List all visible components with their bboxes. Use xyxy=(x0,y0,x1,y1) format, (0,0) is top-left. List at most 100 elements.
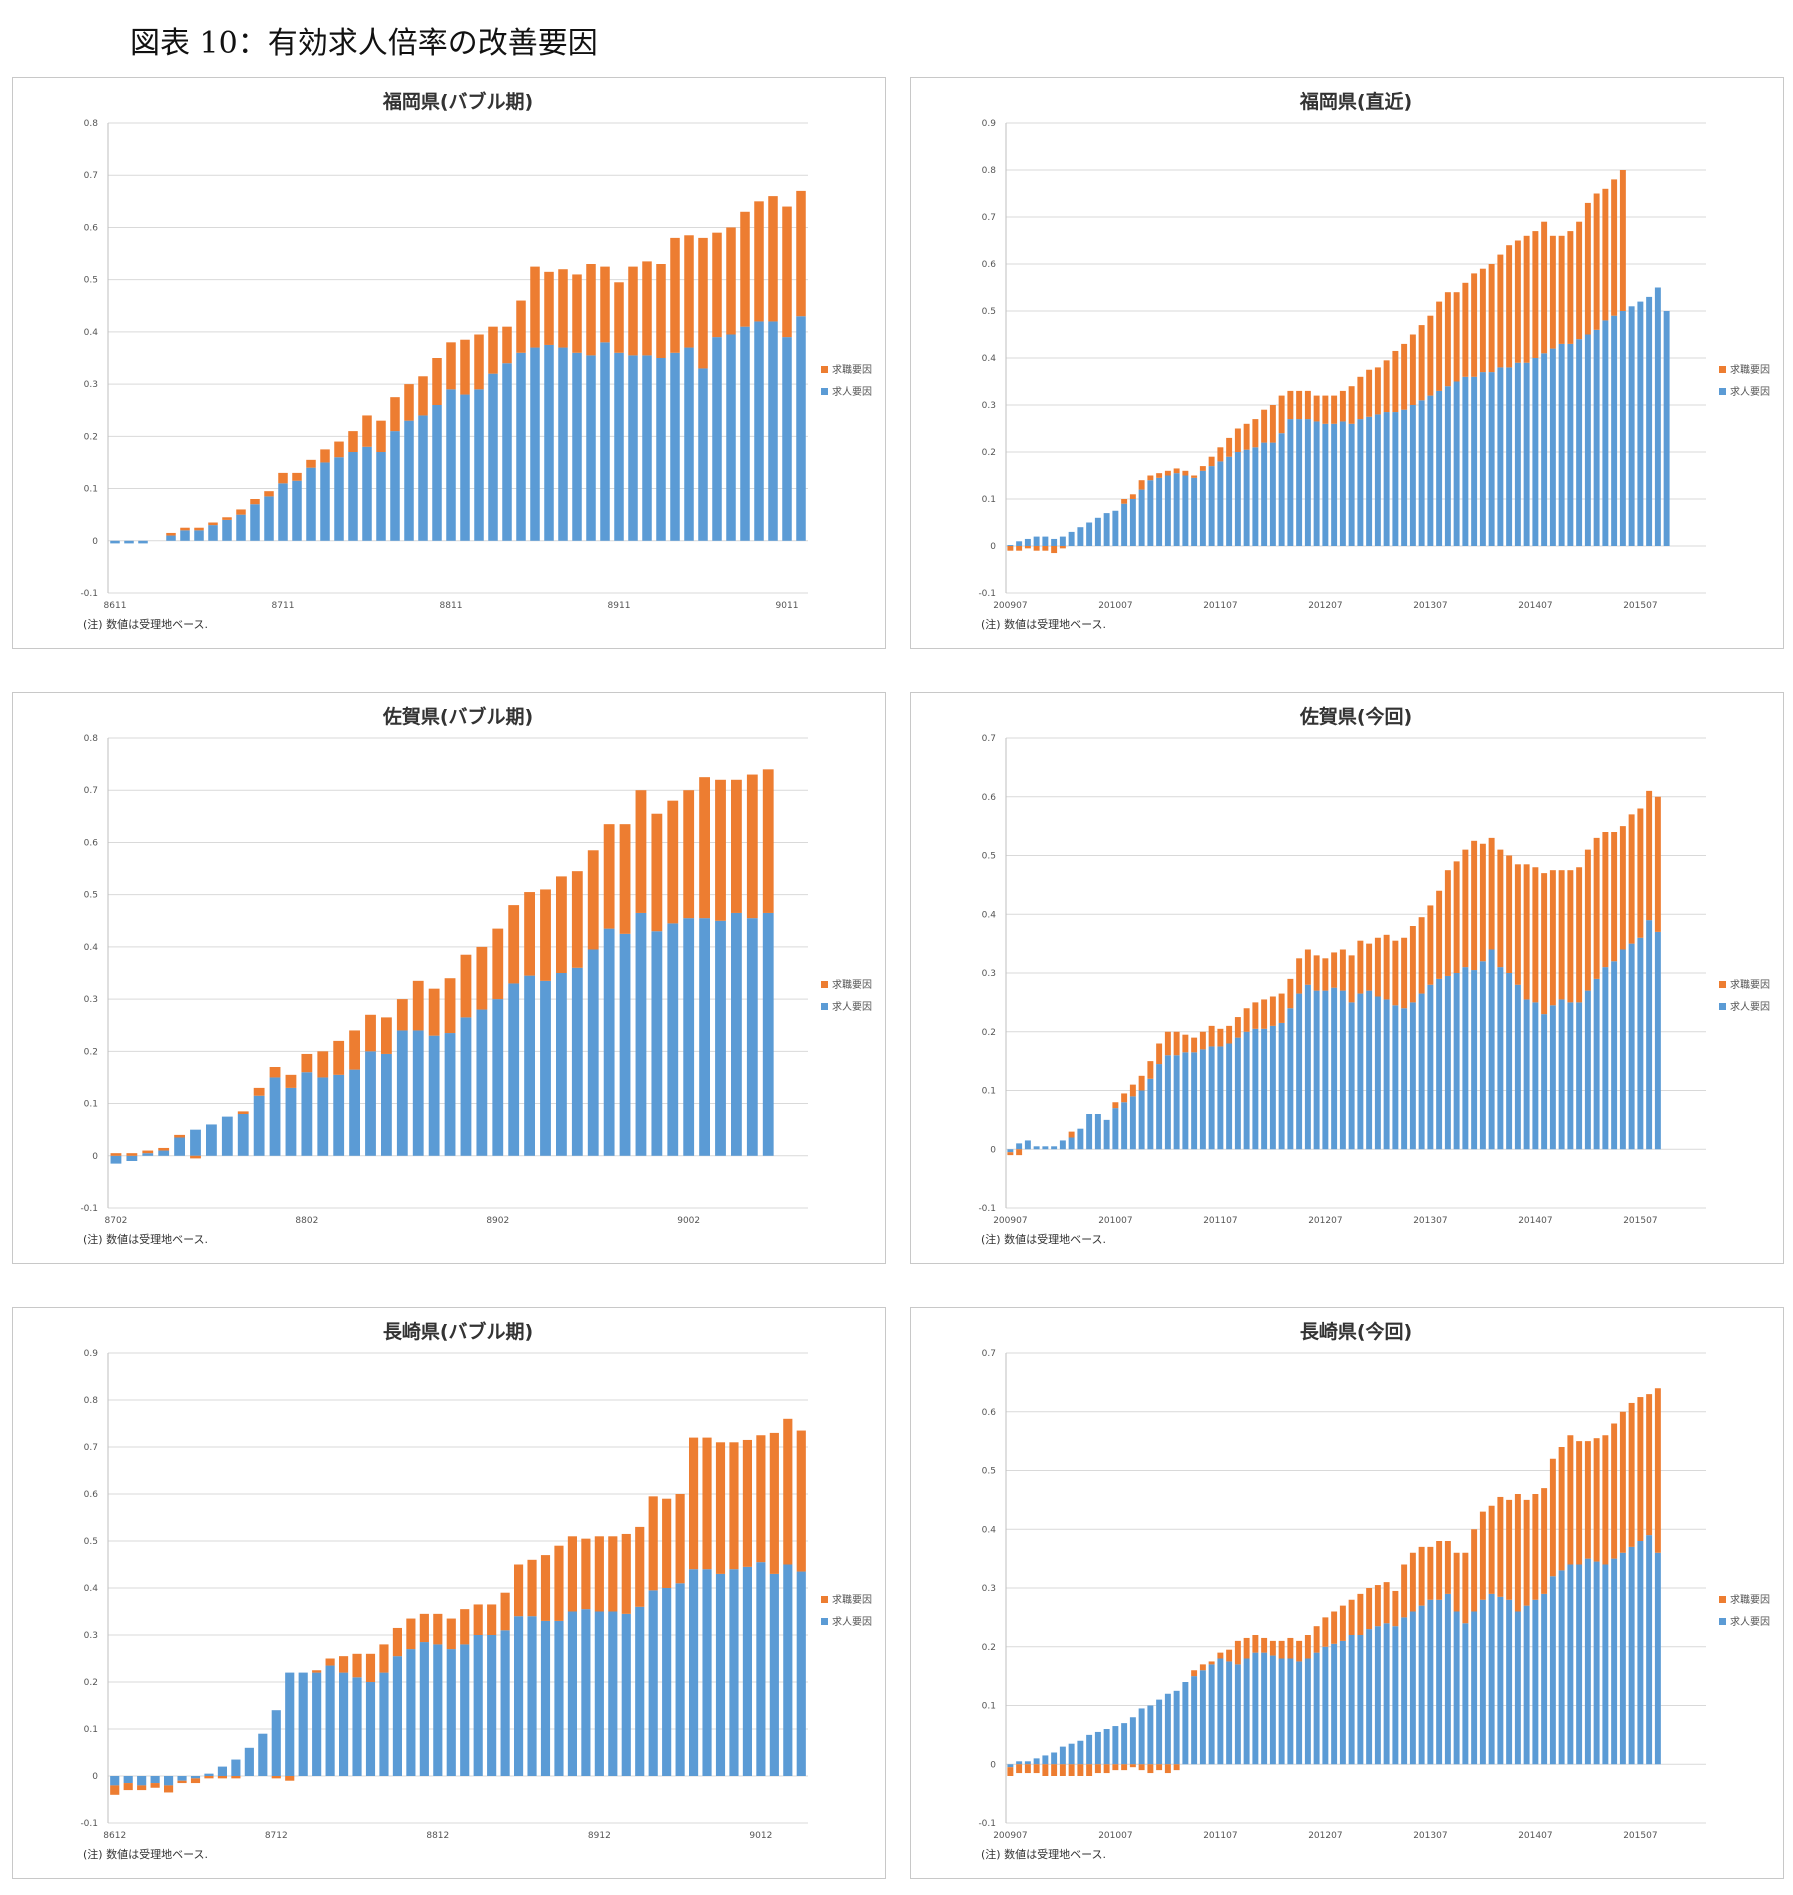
bar-kyujin xyxy=(1252,1652,1259,1765)
bar-kyushoku xyxy=(1374,367,1381,415)
bar-kyushoku xyxy=(1497,849,1504,968)
bar-kyujin xyxy=(1068,1137,1075,1150)
x-tick-label: 201107 xyxy=(1203,1831,1237,1841)
bar-kyujin xyxy=(740,326,750,541)
bar-kyushoku xyxy=(1523,864,1530,1000)
bar-kyushoku xyxy=(1611,179,1618,316)
y-tick-label: 0.1 xyxy=(84,1100,98,1110)
bar-kyushoku xyxy=(567,1536,577,1612)
bar-kyushoku xyxy=(1541,221,1548,354)
bar-kyujin xyxy=(1558,1570,1565,1765)
bar-kyushoku xyxy=(1304,949,1311,985)
bar-kyushoku xyxy=(1418,917,1425,994)
bar-kyujin xyxy=(1051,1752,1058,1765)
bar-kyujin xyxy=(769,1573,779,1776)
bar-kyujin xyxy=(1488,1593,1495,1765)
bar-kyushoku xyxy=(594,1536,604,1612)
bar-kyujin xyxy=(587,949,599,1156)
bar-kyushoku xyxy=(782,206,792,338)
bar-kyushoku xyxy=(768,196,778,322)
bar-kyushoku xyxy=(1471,273,1478,377)
x-tick-label: 8612 xyxy=(103,1831,126,1841)
y-tick-label: 0.3 xyxy=(84,380,98,390)
bar-kyushoku xyxy=(348,431,358,452)
bar-kyushoku xyxy=(581,1538,591,1610)
bar-kyujin xyxy=(1234,452,1241,546)
bar-kyushoku xyxy=(320,449,330,463)
bar-kyujin xyxy=(621,1613,631,1776)
bar-kyushoku xyxy=(1287,390,1294,420)
bar-kyujin xyxy=(1059,1140,1066,1150)
bar-kyushoku xyxy=(1576,1441,1583,1565)
bar-kyushoku xyxy=(1514,240,1521,363)
bar-kyujin xyxy=(670,352,680,541)
bar-kyushoku xyxy=(1453,292,1460,382)
bar-kyushoku xyxy=(1033,546,1040,551)
bar-kyujin xyxy=(540,1620,551,1776)
bar-kyushoku xyxy=(433,1613,443,1645)
bar-kyushoku xyxy=(1296,1640,1303,1662)
x-tick-label: 201307 xyxy=(1413,1216,1447,1226)
bar-kyushoku xyxy=(1138,1764,1145,1771)
bar-kyushoku xyxy=(1191,475,1198,478)
bar-kyujin xyxy=(1401,1617,1408,1765)
bar-kyujin xyxy=(1094,517,1101,546)
bar-kyujin xyxy=(1453,973,1460,1150)
bar-kyujin xyxy=(556,973,567,1156)
bar-kyushoku xyxy=(1252,1002,1259,1029)
chart-panel-nagasaki-bubble: 長崎県(バブル期) -0.1 0 0.1 0.2 0.3 0.4 0.5 0.6 0.7 0.8 0.… xyxy=(12,1307,886,1879)
bar-kyushoku xyxy=(1523,1499,1530,1606)
bar-kyujin xyxy=(1103,513,1110,546)
bar-kyujin xyxy=(675,1583,685,1776)
x-tick-label: 201507 xyxy=(1623,1831,1657,1841)
bar-kyujin xyxy=(1059,536,1066,546)
bar-kyujin xyxy=(1366,990,1373,1150)
y-tick-label: 0.3 xyxy=(982,969,996,979)
bar-kyushoku xyxy=(379,1644,389,1673)
bar-kyujin xyxy=(648,1590,658,1776)
bar-kyujin xyxy=(1366,416,1373,546)
bar-kyushoku xyxy=(1208,1025,1215,1047)
bar-kyujin xyxy=(1278,1658,1285,1765)
bar-kyushoku xyxy=(1646,1394,1653,1536)
bar-kyujin xyxy=(1567,1002,1574,1150)
bar-kyujin xyxy=(662,1588,672,1776)
bar-kyushoku xyxy=(1479,843,1486,962)
bar-kyushoku xyxy=(1383,360,1390,413)
bar-kyushoku xyxy=(1068,1131,1075,1138)
bar-kyushoku xyxy=(150,1783,160,1788)
bar-kyujin xyxy=(231,1759,241,1776)
bar-kyujin xyxy=(1654,1552,1661,1765)
bar-kyujin xyxy=(782,337,792,541)
x-tick-label: 201407 xyxy=(1518,1831,1552,1841)
bar-kyushoku xyxy=(783,1418,793,1565)
bar-kyushoku xyxy=(715,1442,726,1574)
bar-kyushoku xyxy=(1619,826,1626,950)
bar-kyushoku xyxy=(444,978,456,1034)
x-tick-label: 201007 xyxy=(1098,1831,1132,1841)
bar-kyujin xyxy=(476,1009,488,1156)
y-tick-label: 0.2 xyxy=(84,1678,98,1688)
bar-kyushoku xyxy=(600,266,610,343)
bar-kyushoku xyxy=(1514,864,1521,985)
bar-kyushoku xyxy=(1497,254,1504,368)
bar-kyujin xyxy=(418,415,428,541)
bar-kyujin xyxy=(651,931,663,1156)
bar-kyushoku xyxy=(1392,940,1399,1006)
bar-kyushoku xyxy=(1129,494,1136,499)
bar-kyujin xyxy=(1024,1761,1031,1765)
bar-kyushoku xyxy=(190,1778,201,1784)
bar-kyujin xyxy=(1252,447,1259,546)
bar-kyujin xyxy=(1488,949,1495,1150)
x-tick-label: 201507 xyxy=(1623,1216,1657,1226)
y-tick-label: 0.8 xyxy=(982,166,997,176)
x-tick-label: 8711 xyxy=(272,601,295,611)
bar-kyushoku xyxy=(1129,1764,1136,1768)
bar-kyujin xyxy=(1269,1655,1276,1765)
bar-kyujin xyxy=(1121,1723,1128,1765)
chart-note: (注) 数値は受理地ベース. xyxy=(981,1847,1106,1861)
bar-kyujin xyxy=(1016,1761,1023,1765)
bar-kyushoku xyxy=(236,509,246,515)
bar-kyushoku xyxy=(1156,1764,1163,1771)
bar-kyujin xyxy=(524,975,535,1156)
